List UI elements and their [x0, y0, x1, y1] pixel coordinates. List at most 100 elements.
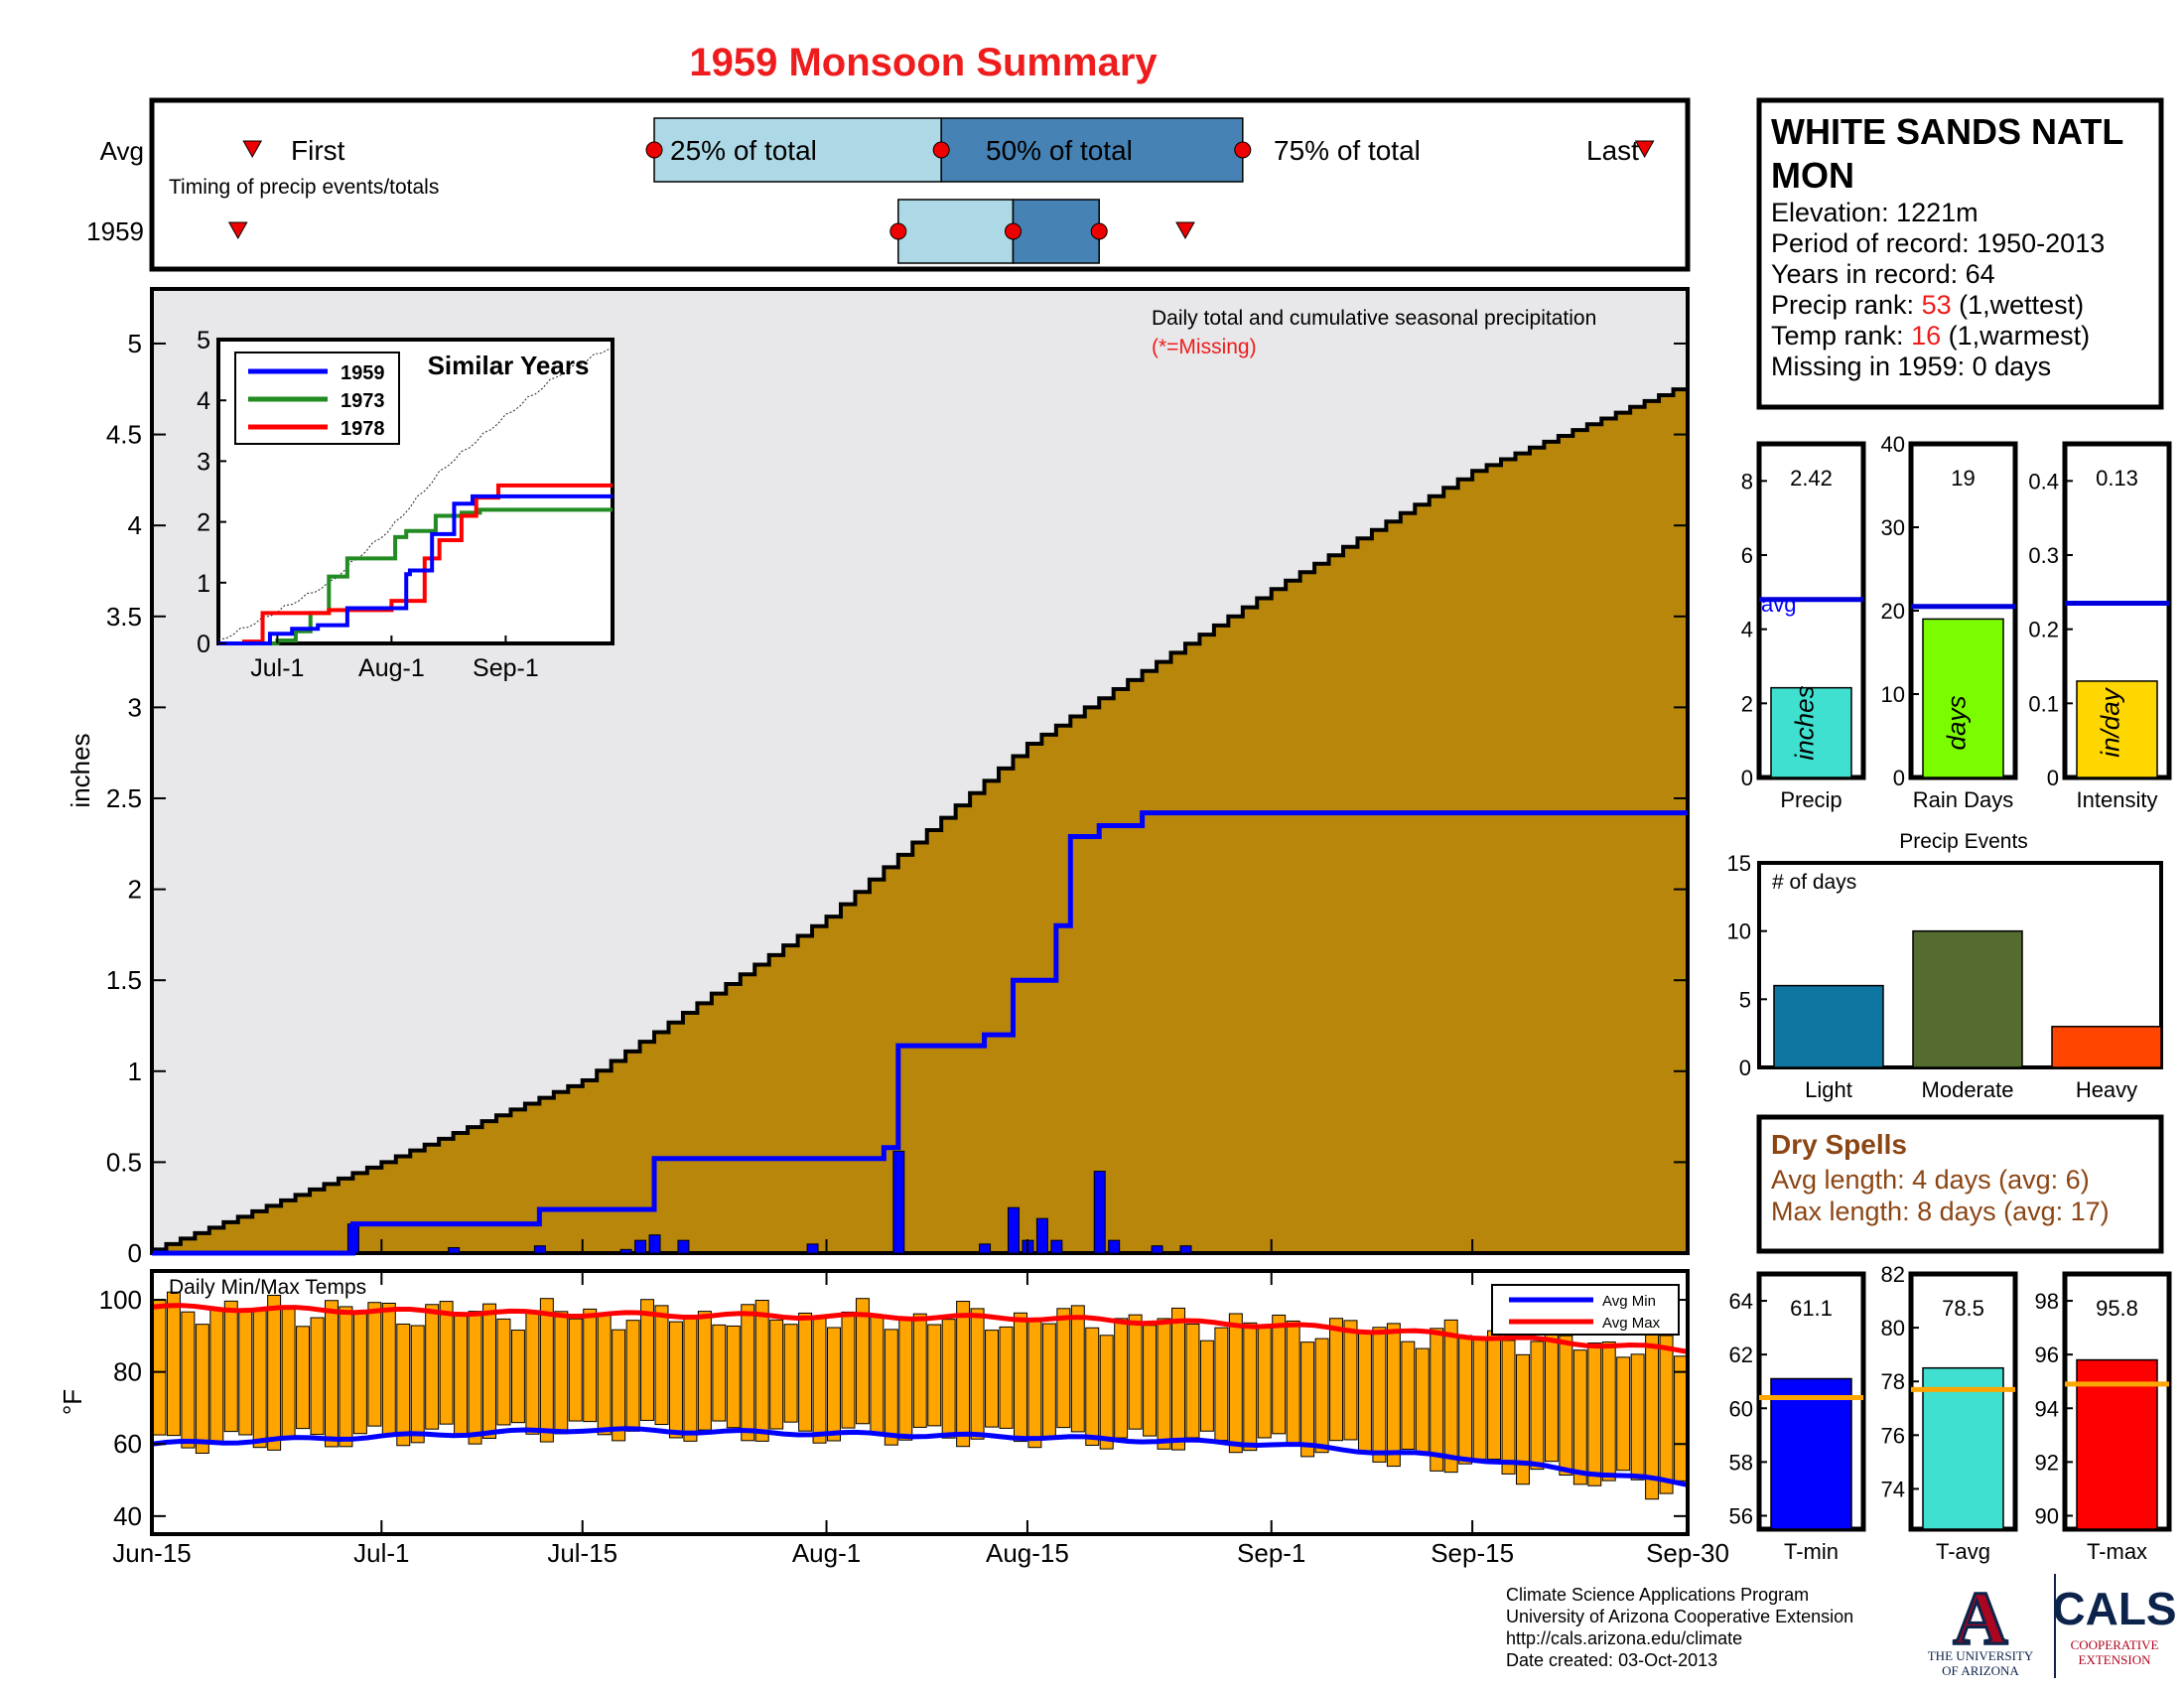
summary-y-tick-label: 60 [1729, 1396, 1753, 1421]
daily-precip-bar [533, 1245, 546, 1254]
daily-temp-bar [454, 1314, 469, 1435]
daily-temp-bar [1157, 1318, 1171, 1450]
temp-y-axis: 40 60 80 100 [99, 1285, 1688, 1531]
summary-y-tick-label: 82 [1881, 1262, 1905, 1287]
daily-temp-bar [985, 1330, 1000, 1428]
daily-precip-bars [346, 1150, 1192, 1254]
daily-temp-bar [812, 1318, 827, 1444]
summary-bar-panel: 0 10 20 30 40 19 Rain Days days [1881, 432, 2018, 812]
main-ylabel: inches [66, 733, 95, 807]
daily-temp-bar [352, 1313, 367, 1435]
daily-precip-bar [648, 1234, 661, 1254]
daily-temp-bar [1228, 1313, 1243, 1454]
daily-temp-bar [1630, 1353, 1645, 1481]
similar-years-inset: 0 1 2 3 4 5 Jul-1 Aug-1 Sep-1 Similar Years 1959… [197, 327, 614, 682]
daily-temp-bar [324, 1300, 339, 1448]
daily-temp-bar [1530, 1340, 1545, 1471]
avg-cumulative-area [152, 383, 1688, 1253]
daily-temp-bar [970, 1308, 985, 1440]
footer-line-1: Climate Science Applications Program [1506, 1585, 1809, 1605]
daily-temp-bar [1243, 1322, 1258, 1452]
station-years: Years in record: 64 [1771, 259, 1995, 289]
daily-temp-bar [956, 1301, 971, 1448]
inset-y-tick-label: 4 [197, 387, 210, 415]
timing-first-last-marker [1175, 221, 1195, 240]
cals-logo: CALS COOPERATIVE EXTENSION [2052, 1583, 2176, 1667]
daily-temp-bar [1443, 1319, 1458, 1474]
inset-1959-line [218, 494, 613, 645]
daily-temp-bar [1171, 1307, 1185, 1451]
daily-temp-bar [482, 1303, 496, 1439]
page-title: 1959 Monsoon Summary [689, 41, 1158, 84]
daily-temp-bar [1214, 1327, 1229, 1441]
cals-coop-line1: COOPERATIVE [2071, 1637, 2159, 1652]
station-missing: Missing in 1959: 0 days [1771, 352, 2051, 381]
events-y-tick-label: 5 [1739, 987, 1751, 1012]
station-name-line1: WHITE SANDS NATL [1771, 111, 2123, 152]
summary-bar-panel: 90 92 94 96 98 95.8 T-max [2035, 1271, 2172, 1564]
cumulative-1959-line [152, 810, 1688, 1256]
daily-temp-bars [152, 1291, 1689, 1500]
daily-temp-bar [712, 1324, 727, 1422]
event-bar [1773, 984, 1884, 1068]
daily-temp-bar [195, 1324, 209, 1454]
main-y-tick-label: 3.5 [106, 602, 142, 632]
main-y-tick-label: 2 [128, 875, 142, 905]
events-y-tick-label: 10 [1727, 919, 1751, 944]
inset-legend-1978: 1978 [341, 418, 385, 440]
daily-temp-bar [238, 1311, 253, 1436]
daily-temp-bar [1143, 1325, 1158, 1437]
daily-temp-bar [410, 1325, 425, 1444]
inset-x-tick-label: Aug-1 [358, 654, 425, 682]
daily-temp-bar [381, 1302, 396, 1435]
date-tick-label: Jul-1 [353, 1538, 409, 1568]
timing-quantile-dot [889, 222, 907, 240]
daily-temp-bar [1329, 1318, 1344, 1442]
daily-temp-bar [697, 1311, 712, 1431]
inset-title: Similar Years [428, 351, 590, 380]
daily-temp-bar [1587, 1342, 1602, 1486]
daily-precip-bar [1179, 1245, 1192, 1254]
summary-bar [1770, 1377, 1852, 1530]
daily-temp-bar [1386, 1323, 1401, 1468]
inset-legend-1959: 1959 [341, 362, 385, 384]
daily-temp-bar [1357, 1333, 1372, 1454]
date-tick-label: Aug-15 [986, 1538, 1069, 1568]
daily-temp-bar [1487, 1330, 1502, 1461]
footer-line-4: Date created: 03-Oct-2013 [1506, 1650, 1717, 1670]
summary-y-tick-label: 0.4 [2028, 469, 2059, 494]
summary-y-tick-label: 0.1 [2028, 691, 2059, 716]
timing-first-last-marker [227, 221, 248, 240]
timing-label-last: Last [1586, 135, 1639, 166]
timing-first-last-marker [242, 140, 263, 159]
summary-y-tick-label: 0 [1893, 766, 1905, 790]
summary-y-tick-label: 90 [2035, 1503, 2059, 1528]
daily-temp-bar [1013, 1312, 1027, 1443]
summary-value-label: 0.13 [2096, 466, 2138, 491]
daily-precip-bar [892, 1150, 905, 1254]
daily-temp-bar [1314, 1338, 1329, 1454]
daily-precip-bar [448, 1247, 461, 1254]
daily-temp-bar [1430, 1328, 1444, 1472]
daily-temp-bar [252, 1307, 267, 1449]
daily-temp-bar [1257, 1326, 1272, 1439]
dry-spells-box: Dry Spells Avg length: 4 days (avg: 6) M… [1756, 1114, 2164, 1254]
daily-precip-bar [1035, 1217, 1048, 1254]
cals-logo-text: CALS [2052, 1583, 2176, 1634]
event-category-label: Moderate [1922, 1077, 2014, 1102]
inset-x-tick-label: Sep-1 [473, 654, 539, 682]
summary-bar-panel: 56 58 60 62 64 61.1 T-min [1729, 1271, 1866, 1564]
main-y-tick-label: 1 [128, 1057, 142, 1086]
station-elevation: Elevation: 1221m [1771, 198, 1979, 227]
summary-y-tick-label: 0 [1741, 766, 1753, 790]
main-annotation: Daily total and cumulative seasonal prec… [1152, 307, 1596, 330]
daily-temp-bar [654, 1305, 669, 1426]
daily-precip-bar [806, 1243, 819, 1254]
daily-temp-bar [612, 1329, 626, 1442]
daily-precip-bar [1050, 1239, 1063, 1254]
footer: Climate Science Applications Program Uni… [1506, 1574, 2177, 1678]
summary-y-tick-label: 6 [1741, 543, 1753, 568]
timing-label-q50: 50% of total [986, 135, 1133, 166]
events-y-tick-label: 15 [1727, 851, 1751, 876]
daily-precip-bar [677, 1239, 690, 1254]
